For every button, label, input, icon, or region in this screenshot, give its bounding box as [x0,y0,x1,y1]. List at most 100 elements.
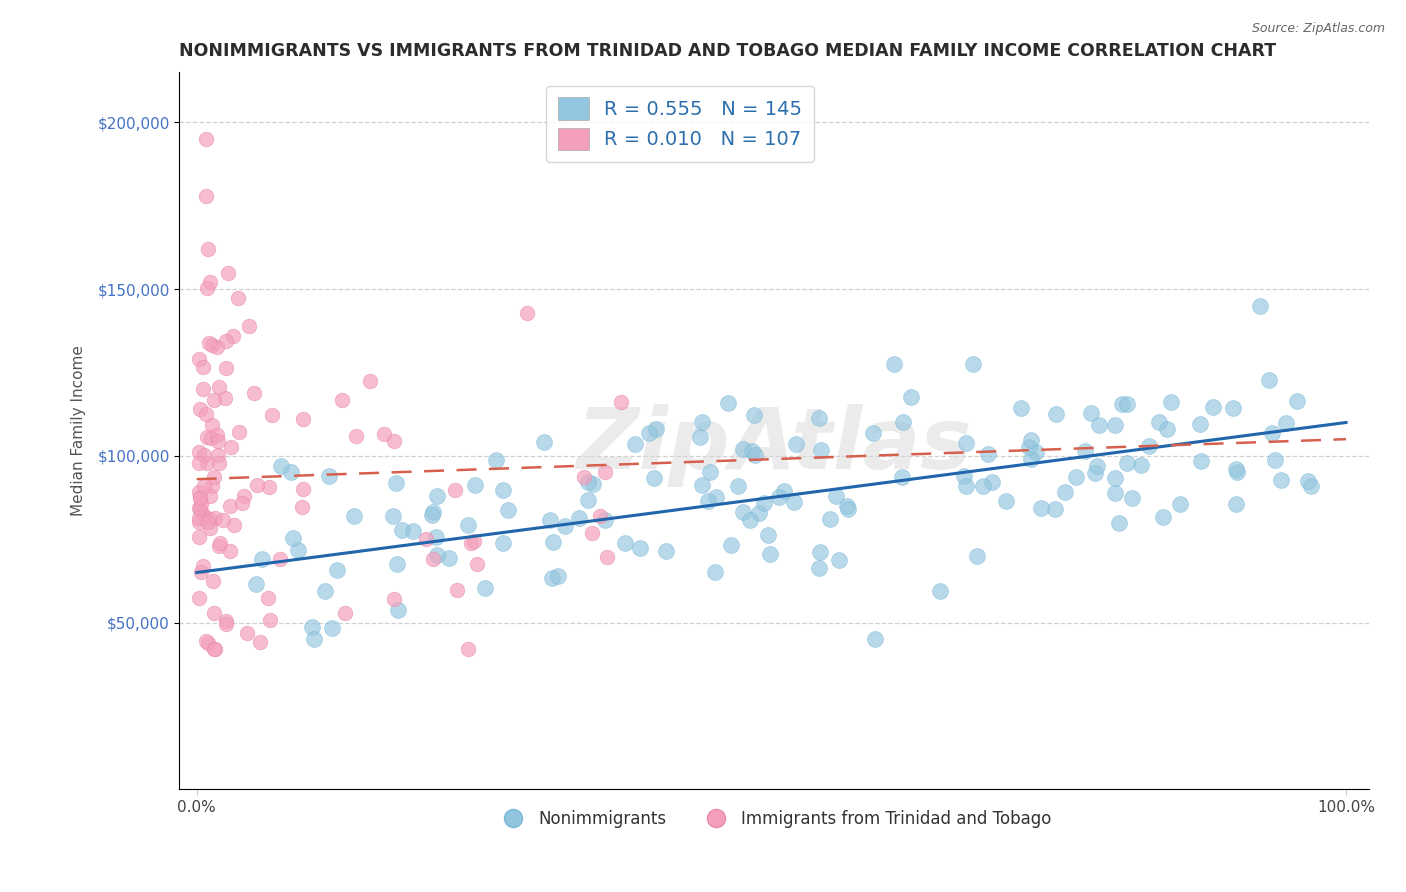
Point [235,626,257,640]
Point [335,606,357,620]
Point [373,426,395,441]
Point [1149,415,1171,429]
Point [1019,452,1042,467]
Point [828,553,851,567]
Point [720,537,742,551]
Point [825,489,848,503]
Point [194,633,217,648]
Point [540,513,562,527]
Point [972,478,994,492]
Point [953,469,976,483]
Point [818,512,841,526]
Point [1085,458,1108,473]
Point [1116,456,1139,470]
Point [900,390,922,404]
Point [194,132,217,146]
Point [257,591,280,606]
Point [576,493,599,508]
Point [692,478,714,492]
Point [402,524,425,538]
Point [554,519,576,533]
Point [1225,497,1247,511]
Point [257,480,280,494]
Point [638,426,661,441]
Point [731,505,754,519]
Point [215,334,238,349]
Point [198,512,221,526]
Point [643,471,665,485]
Point [193,448,215,462]
Point [1285,393,1308,408]
Point [191,359,214,374]
Point [1073,444,1095,458]
Point [188,490,211,504]
Point [382,434,405,448]
Point [269,552,291,566]
Point [233,489,256,503]
Point [1275,416,1298,430]
Point [1045,407,1067,421]
Point [1299,479,1322,493]
Point [209,536,232,550]
Point [415,532,437,546]
Point [202,393,225,408]
Point [188,401,211,416]
Point [773,484,796,499]
Point [741,444,763,458]
Point [962,357,984,371]
Point [1108,516,1130,530]
Point [238,319,260,334]
Point [1189,454,1212,468]
Point [808,545,831,559]
Point [1296,474,1319,488]
Point [188,591,211,605]
Point [547,569,569,583]
Point [863,632,886,647]
Point [624,437,647,451]
Point [391,523,413,537]
Point [425,530,447,544]
Point [1104,471,1126,485]
Point [463,533,485,548]
Point [835,500,858,514]
Point [195,456,218,470]
Point [883,357,905,371]
Point [262,408,284,422]
Point [1025,444,1047,458]
Point [1010,401,1032,416]
Point [1043,501,1066,516]
Point [862,425,884,440]
Point [191,382,214,396]
Point [200,431,222,445]
Point [1168,497,1191,511]
Point [191,506,214,520]
Point [1088,417,1111,432]
Point [218,544,240,558]
Point [541,571,564,585]
Point [807,411,830,425]
Point [928,584,950,599]
Point [201,417,224,432]
Point [280,465,302,479]
Point [208,539,231,553]
Point [492,483,515,497]
Point [215,360,238,375]
Point [1270,473,1292,487]
Point [321,621,343,635]
Point [582,477,605,491]
Point [1225,462,1247,476]
Point [699,465,721,479]
Point [188,511,211,525]
Point [1064,469,1087,483]
Point [198,521,221,535]
Point [1019,433,1042,447]
Point [215,616,238,631]
Point [188,530,211,544]
Point [572,470,595,484]
Point [692,416,714,430]
Point [314,583,336,598]
Point [381,508,404,523]
Point [208,456,231,470]
Point [217,266,239,280]
Point [444,483,467,497]
